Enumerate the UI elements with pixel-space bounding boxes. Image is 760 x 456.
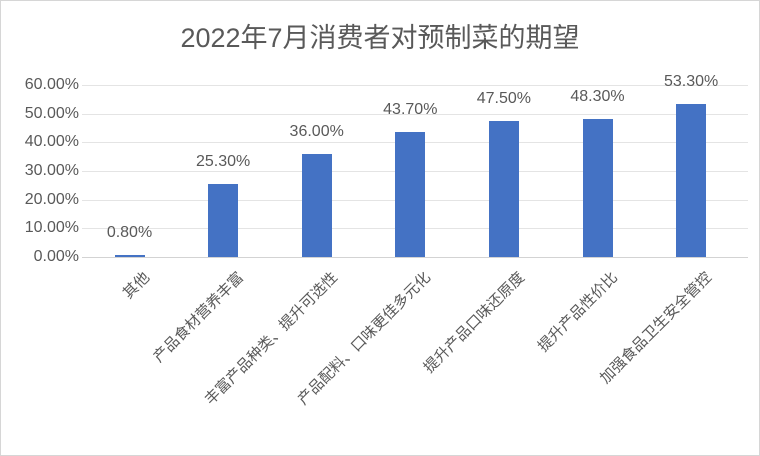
x-category-label: 其他 [120,269,154,303]
bar-value-label: 47.50% [476,89,532,107]
bar [582,118,613,257]
y-axis-tick-label: 60.00% [24,76,79,93]
x-category-label: 提升产品口味还原度 [420,269,528,377]
x-category-label: 产品食材营养丰富 [150,269,248,366]
chart-title: 2022年7月消费者对预制菜的期望 [180,23,580,53]
bar-value-label: 25.30% [195,153,251,171]
bar [676,104,707,257]
y-axis-tick-label: 10.00% [24,219,79,237]
bar-value-label: 0.80% [106,223,153,241]
bar-value-label: 36.00% [289,122,344,140]
bar [395,131,426,257]
gridline [82,85,748,86]
y-axis-tick-label: 40.00% [24,133,79,151]
y-axis-tick-label: 30.00% [24,162,79,179]
bar [208,184,239,257]
x-category-label: 提升产品性价比 [535,269,622,356]
y-axis-tick-label: 20.00% [24,190,79,208]
y-axis-tick-label: 50.00% [24,104,79,122]
bar [114,254,145,257]
bar-value-label: 53.30% [663,73,719,91]
y-axis-tick-label: 0.00% [33,248,79,265]
gridline [82,113,748,115]
bar [301,153,332,257]
bar-value-label: 48.30% [570,87,625,105]
bar [488,120,519,257]
x-axis-line [82,257,748,258]
bar-value-label: 43.70% [383,100,438,118]
